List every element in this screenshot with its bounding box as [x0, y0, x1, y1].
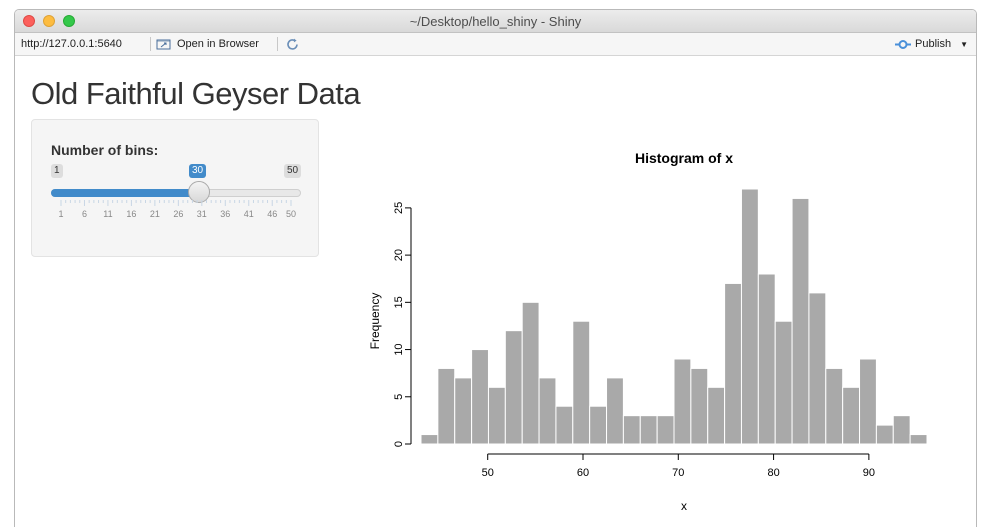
open-in-browser-label: Open in Browser — [177, 38, 259, 50]
slider-tick-label: 6 — [82, 209, 87, 219]
histogram-bar — [724, 282, 742, 445]
open-in-browser-button[interactable]: Open in Browser — [156, 36, 259, 52]
x-tick-label: 60 — [577, 467, 589, 479]
x-tick-label: 70 — [672, 467, 684, 479]
window-title: ~/Desktop/hello_shiny - Shiny — [409, 14, 582, 29]
refresh-button[interactable] — [284, 36, 301, 53]
histogram-bar — [740, 188, 759, 445]
histogram-bar — [875, 424, 894, 445]
histogram-bar — [656, 415, 675, 445]
slider-tick-label: 46 — [267, 209, 277, 219]
page-title: Old Faithful Geyser Data — [31, 76, 361, 111]
slider-tick-label: 1 — [58, 209, 63, 219]
histogram-bar — [622, 415, 641, 445]
slider-tick-label: 50 — [286, 209, 296, 219]
toolbar-divider — [150, 37, 151, 51]
histogram-bar — [859, 358, 877, 445]
histogram-bar — [673, 358, 692, 445]
histogram-svg: Histogram of x 0 5 10 15 20 25 Frequency 50 60 70 8… — [368, 150, 928, 513]
x-axis-label: x — [681, 499, 687, 513]
title-bar: ~/Desktop/hello_shiny - Shiny — [15, 10, 976, 33]
slider-tick-label: 36 — [220, 209, 230, 219]
y-tick-label: 15 — [393, 296, 405, 308]
histogram-bar — [639, 415, 658, 445]
slider-tick-label: 26 — [173, 209, 183, 219]
sidebar-panel: Number of bins: 1 50 30 1 6 11 16 21 26 31 36 41… — [31, 119, 319, 257]
histogram-bar — [774, 320, 793, 445]
histogram-bar — [892, 415, 911, 445]
histogram-bar — [909, 434, 928, 445]
histogram-bar — [420, 434, 439, 445]
y-tick-label: 10 — [393, 343, 405, 355]
chart-title: Histogram of x — [635, 150, 733, 166]
y-tick-label: 0 — [393, 441, 405, 447]
x-tick-label: 80 — [767, 467, 779, 479]
publish-icon — [895, 39, 911, 49]
x-tick-label: 90 — [863, 467, 875, 479]
slider-max-badge: 50 — [284, 164, 302, 178]
slider-tick-label: 16 — [126, 209, 136, 219]
histogram-chart: Histogram of x 0 5 10 15 20 25 Frequency 50 60 70 8… — [345, 135, 945, 525]
histogram-bar — [437, 367, 456, 445]
histogram-bar — [454, 377, 473, 445]
toolbar-divider — [277, 37, 278, 51]
slider-min-badge: 1 — [51, 164, 63, 178]
y-tick-label: 5 — [393, 394, 405, 400]
slider-ticks: 1 6 11 16 21 26 31 36 41 46 50 — [58, 200, 296, 219]
histogram-bar — [757, 273, 776, 445]
slider-tick-label: 11 — [103, 209, 112, 219]
y-tick-label: 25 — [393, 202, 405, 214]
y-axis-label: Frequency — [368, 293, 382, 350]
y-tick-label: 20 — [393, 249, 405, 261]
close-window-button[interactable] — [23, 15, 35, 27]
viewer-toolbar: http://127.0.0.1:5640 Open in Browser Pu… — [15, 33, 976, 56]
slider-tick-label: 31 — [197, 209, 207, 219]
app-window: ~/Desktop/hello_shiny - Shiny http://127… — [14, 9, 977, 527]
histogram-bar — [791, 197, 810, 445]
maximize-window-button[interactable] — [63, 15, 75, 27]
histogram-bar — [707, 386, 726, 445]
slider-label: Number of bins: — [51, 142, 159, 158]
slider-fill — [51, 189, 199, 197]
histogram-bar — [589, 405, 608, 445]
histogram-bar — [690, 367, 709, 445]
histogram-bar — [555, 405, 574, 445]
histogram-bar — [572, 320, 591, 445]
histogram-bar — [842, 386, 861, 445]
browser-icon — [156, 39, 171, 49]
histogram-bar — [825, 367, 844, 445]
histogram-bar — [471, 349, 489, 445]
slider-tick-label: 41 — [244, 209, 254, 219]
url-text: http://127.0.0.1:5640 — [21, 38, 122, 50]
histogram-bar — [504, 330, 523, 445]
refresh-icon — [287, 38, 298, 50]
slider-tick-label: 21 — [150, 209, 160, 219]
publish-button[interactable]: Publish ▼ — [895, 36, 968, 52]
slider-value-badge: 30 — [188, 164, 207, 178]
chevron-down-icon: ▼ — [960, 39, 968, 49]
histogram-bar — [606, 377, 624, 445]
minimize-window-button[interactable] — [43, 15, 55, 27]
histogram-bar — [538, 377, 557, 445]
histogram-bar — [487, 386, 506, 445]
slider-handle[interactable] — [187, 181, 210, 203]
histogram-bar — [521, 301, 540, 445]
x-tick-label: 50 — [482, 467, 494, 479]
publish-label: Publish — [915, 38, 952, 50]
histogram-bar — [808, 292, 827, 445]
